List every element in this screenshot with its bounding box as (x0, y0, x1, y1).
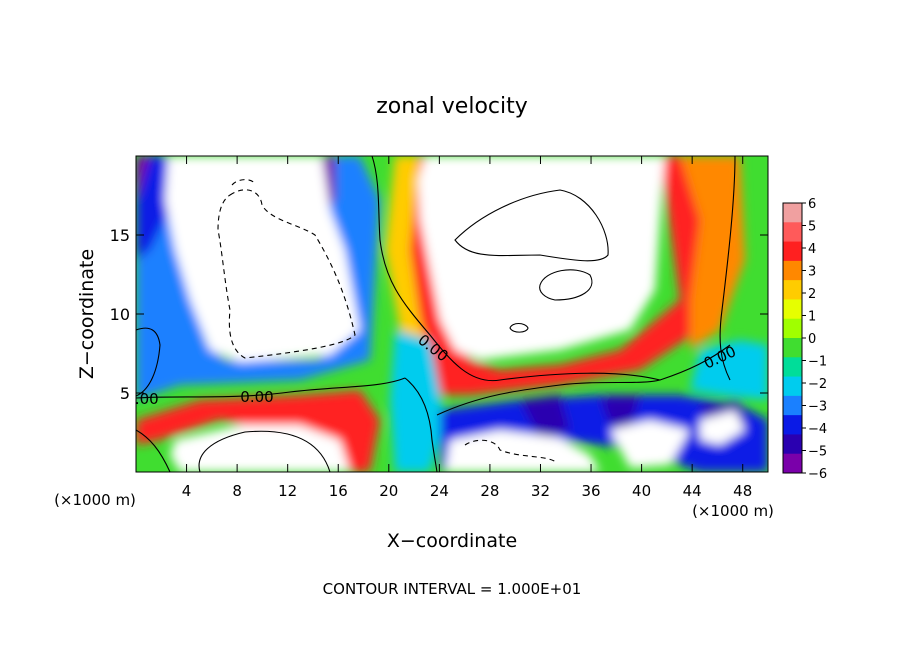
colorbar-cell (783, 280, 802, 300)
contour-label: 0.00 (125, 390, 158, 408)
colorbar-tick-label: −6 (808, 467, 827, 482)
colorbar-tick-label: −3 (808, 400, 827, 415)
colorbar-cells (783, 203, 802, 474)
chart-title: zonal velocity (376, 94, 528, 119)
colorbar-tick-label: 6 (808, 197, 816, 212)
contour-dashed-bottom (464, 439, 557, 463)
x-tick-label: 40 (632, 482, 651, 500)
colorbar-cell (783, 222, 802, 243)
x-tick-label: 4 (182, 482, 192, 500)
field-band-yellow-diagonal (385, 156, 440, 395)
colorbar-cell (783, 241, 802, 262)
colorbar-tick-label: −2 (808, 377, 827, 392)
x-tick-label: 12 (278, 482, 297, 500)
x-tick-label: 36 (581, 482, 600, 500)
colorbar-cell (783, 415, 802, 435)
x-tick-label: 8 (232, 482, 242, 500)
field-white-lower-right (610, 410, 745, 468)
contour-label: 0.00 (240, 388, 273, 406)
contour-left-edge (136, 327, 161, 397)
field-white-left-region (165, 156, 360, 362)
x-tick-label: 24 (430, 482, 449, 500)
x-tick-label: 48 (733, 482, 752, 500)
field-band-red-lower (136, 390, 380, 472)
field-white-lower-left (170, 425, 350, 472)
field-band-blue-lower-right (440, 395, 768, 472)
velocity-field (136, 156, 768, 472)
colorbar-cell (783, 395, 802, 416)
x-tick-label: 16 (329, 482, 348, 500)
colorbar-cell (783, 299, 802, 320)
field-band-red-diagonal (400, 156, 730, 395)
contour-tiny-loop (509, 322, 529, 333)
colorbar-tick-label: 3 (808, 265, 816, 280)
contour-right-vertical (719, 156, 736, 381)
contour-lower-left (198, 430, 331, 472)
colorbar-tick-label: 2 (808, 287, 816, 302)
colorbar-cell (783, 357, 802, 378)
x-tick-label: 32 (531, 482, 550, 500)
contour-upper-right-loop (454, 189, 609, 262)
colorbar-cell (783, 453, 802, 474)
colorbar-cell (783, 203, 802, 223)
contour-zero-line-left (136, 377, 406, 399)
colorbar-tick-label: −1 (808, 355, 827, 370)
x-axis-unit-left: (×1000 m) (54, 491, 136, 509)
colorbar-tick-label: 4 (808, 242, 816, 257)
colorbar-cell (783, 338, 802, 358)
contour-dashed-left (217, 189, 356, 359)
x-axis-unit-right: (×1000 m) (692, 502, 774, 520)
colorbar-cell (783, 376, 802, 397)
contour-lower-bottom (136, 429, 171, 472)
colorbar-tick-label: −4 (808, 422, 827, 437)
x-axis-label: X−coordinate (387, 530, 517, 552)
colorbar: 6 5 4 3 2 1 0 −1 −2 −3 −4 −5 −6 (782, 197, 827, 482)
y-tick-label: 10 (110, 305, 130, 324)
x-tick-label: 44 (683, 482, 702, 500)
x-tick-label: 20 (379, 482, 398, 500)
y-axis-ticks: 5 10 15 (110, 226, 768, 403)
y-tick-label: 5 (120, 384, 130, 403)
x-tick-label: 28 (480, 482, 499, 500)
colorbar-cell (783, 260, 802, 281)
contour-zero-line-bottom (436, 379, 661, 416)
field-white-right-region (418, 156, 665, 360)
colorbar-tick-labels: 6 5 4 3 2 1 0 −1 −2 −3 −4 −5 −6 (802, 197, 827, 482)
field-band-purple-patches (520, 395, 745, 440)
contour-small-loop (539, 269, 593, 301)
plot-area: 0.00 0.00 0.00 0.00 4 8 12 16 20 24 28 32 36 40 44… (110, 155, 769, 500)
field-band-cyan-right (690, 340, 768, 400)
field-band-orange-right (680, 156, 745, 350)
y-axis-label: Z−coordinate (76, 249, 98, 379)
x-axis-ticks: 4 8 12 16 20 24 28 32 36 40 44 48 (182, 156, 752, 500)
colorbar-cell (783, 434, 802, 455)
contour-lines (136, 156, 736, 472)
contour-dashed-small (231, 179, 256, 186)
contour-zero-line-diagonal (371, 156, 731, 382)
colorbar-tick-label: 0 (808, 332, 816, 347)
colorbar-tick-label: 1 (808, 310, 816, 325)
colorbar-tick-label: 5 (808, 220, 816, 235)
colorbar-cell (783, 318, 802, 339)
y-tick-label: 15 (110, 226, 130, 245)
contour-zero-line-center (404, 377, 438, 472)
colorbar-tick-label: −5 (808, 445, 827, 460)
contour-interval-footer: CONTOUR INTERVAL = 1.000E+01 (323, 580, 582, 598)
